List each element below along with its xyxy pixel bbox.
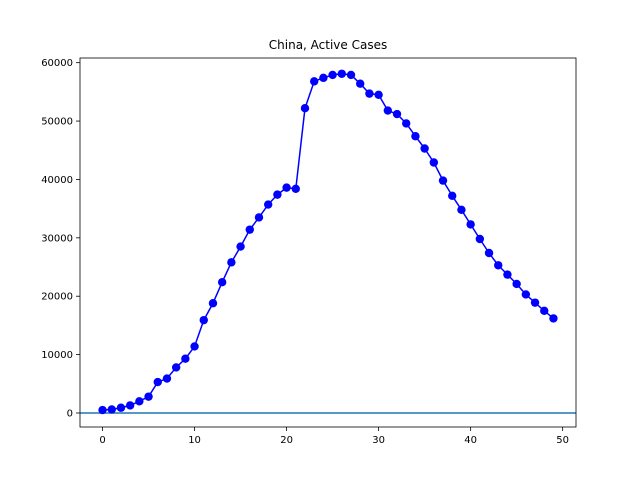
x-tick-label: 50	[556, 435, 569, 446]
data-point	[337, 69, 347, 78]
data-point	[420, 144, 429, 153]
axes-frame	[79, 57, 577, 428]
data-point	[429, 158, 439, 167]
data-point	[208, 299, 218, 308]
y-tick-label: 0	[67, 408, 73, 419]
data-point	[300, 104, 310, 113]
data-point	[521, 290, 531, 299]
data-point	[457, 205, 466, 215]
x-tick-label: 10	[188, 435, 201, 446]
data-point	[227, 258, 236, 267]
data-point	[540, 306, 549, 316]
x-tick-label: 20	[280, 435, 293, 446]
data-point	[107, 405, 116, 414]
data-point	[282, 183, 291, 192]
y-tick-label: 10000	[41, 350, 73, 361]
y-tick-label: 40000	[41, 175, 73, 186]
data-point	[438, 176, 448, 185]
data-point	[181, 354, 190, 363]
data-point	[346, 70, 356, 80]
data-point	[466, 220, 475, 229]
data-point	[365, 89, 374, 98]
data-point	[263, 200, 273, 209]
data-point	[475, 234, 485, 244]
data-point	[319, 73, 328, 83]
y-tick-label: 20000	[41, 292, 73, 303]
data-point	[383, 106, 393, 115]
data-point	[144, 392, 153, 401]
data-point	[448, 191, 457, 200]
data-point	[328, 70, 337, 80]
data-point	[190, 342, 199, 351]
x-tick-label: 30	[372, 435, 385, 446]
data-point	[494, 261, 503, 270]
data-point	[392, 109, 402, 119]
data-point	[217, 278, 227, 287]
data-point	[116, 403, 126, 412]
data-point	[199, 315, 208, 325]
data-point	[273, 190, 282, 199]
data-point	[512, 279, 521, 289]
x-tick-label: 40	[464, 435, 477, 446]
data-point	[171, 363, 181, 372]
y-tick-label: 60000	[41, 58, 73, 69]
data-point	[245, 225, 254, 234]
data-point	[254, 213, 264, 222]
y-tick-label: 50000	[41, 117, 73, 128]
data-point	[549, 314, 558, 323]
data-point	[98, 405, 107, 415]
data-point	[411, 132, 420, 141]
data-point	[374, 90, 383, 99]
data-point	[503, 270, 512, 279]
data-point	[356, 79, 365, 88]
data-point	[291, 184, 300, 193]
plot-area: 0 10 20 30 40 50 0 10000 20000 30000 40000 50000 600…	[41, 57, 577, 446]
x-tick-label: 0	[99, 435, 105, 446]
y-tick-label: 30000	[41, 233, 73, 244]
data-point	[153, 377, 162, 387]
data-point	[309, 77, 319, 86]
data-point	[484, 248, 494, 258]
data-point	[135, 397, 144, 406]
data-point	[402, 119, 411, 128]
data-point	[162, 374, 172, 383]
data-point	[530, 298, 540, 307]
chart-title: China, Active Cases	[269, 38, 387, 52]
data-point	[125, 401, 135, 410]
data-point	[236, 242, 245, 251]
